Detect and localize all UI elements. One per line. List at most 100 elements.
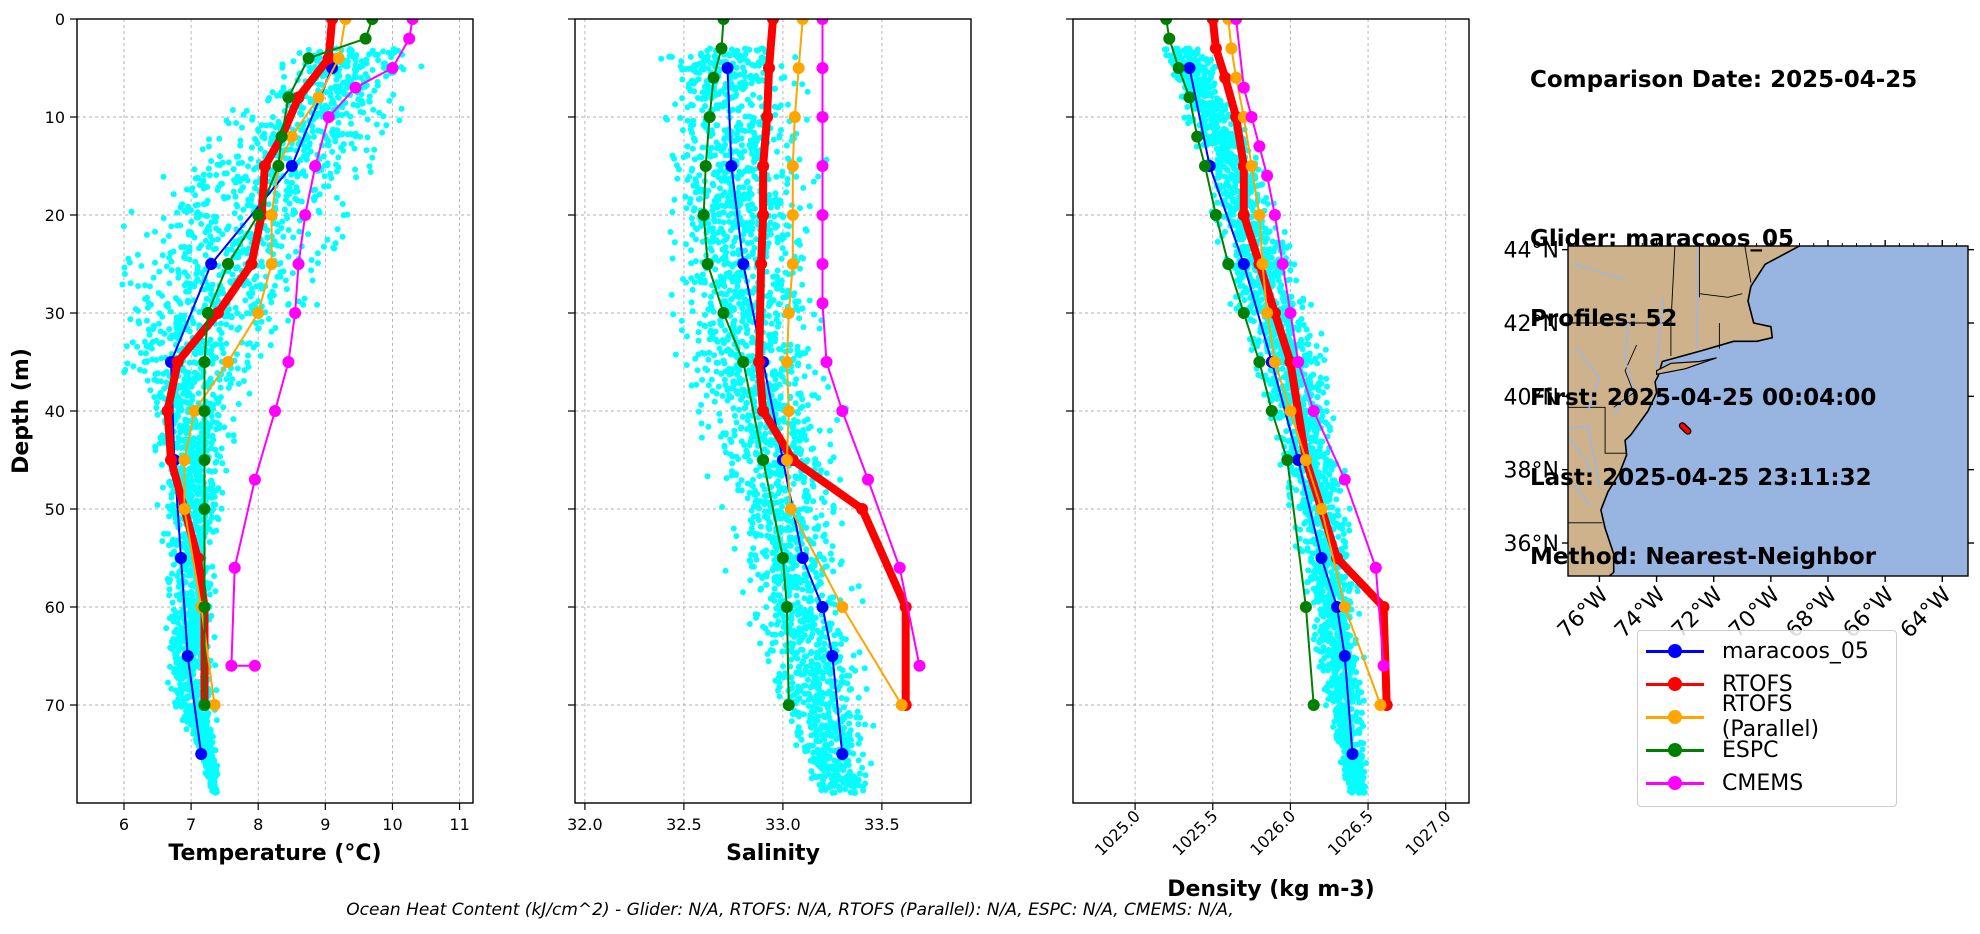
scatter-point	[778, 281, 785, 288]
scatter-point	[846, 686, 853, 693]
scatter-point	[804, 676, 811, 683]
scatter-point	[816, 781, 823, 788]
scatter-point	[778, 515, 784, 522]
scatter-point	[687, 53, 694, 60]
scatter-point	[284, 178, 290, 185]
data-point	[178, 503, 191, 515]
scatter-point	[195, 390, 202, 397]
scatter-point	[314, 301, 321, 308]
scatter-point	[775, 510, 782, 517]
scatter-point	[213, 717, 220, 724]
scatter-point	[298, 170, 305, 177]
scatter-point	[678, 327, 685, 334]
scatter-point	[769, 437, 776, 444]
scatter-point	[216, 135, 223, 142]
scatter-point	[747, 127, 754, 134]
scatter-point	[186, 244, 193, 251]
scatter-point	[121, 264, 128, 271]
scatter-point	[805, 587, 812, 594]
scatter-point	[244, 341, 251, 347]
scatter-point	[806, 297, 813, 304]
scatter-point	[309, 277, 316, 284]
scatter-point	[821, 556, 828, 563]
scatter-point	[211, 778, 218, 785]
data-point	[816, 111, 829, 123]
scatter-point	[284, 215, 291, 222]
scatter-point	[728, 187, 734, 194]
scatter-point	[768, 621, 775, 628]
scatter-point	[334, 226, 341, 233]
scatter-point	[695, 408, 702, 415]
scatter-point	[826, 714, 832, 721]
scatter-point	[792, 400, 799, 407]
scatter-point	[822, 767, 829, 774]
scatter-point	[689, 165, 696, 172]
scatter-point	[239, 124, 245, 131]
scatter-point	[800, 184, 807, 191]
scatter-point	[205, 583, 212, 590]
scatter-point	[702, 323, 708, 330]
scatter-point	[742, 342, 749, 349]
scatter-point	[806, 203, 813, 210]
scatter-point	[710, 106, 717, 113]
scatter-point	[204, 213, 211, 219]
data-point	[198, 601, 211, 613]
scatter-point	[689, 221, 696, 227]
scatter-point	[121, 271, 128, 277]
scatter-point	[837, 476, 844, 483]
scatter-point	[774, 204, 781, 210]
scatter-point	[800, 699, 807, 706]
scatter-point	[180, 381, 187, 388]
scatter-point	[292, 195, 299, 202]
scatter-point	[700, 56, 707, 63]
scatter-point	[234, 310, 241, 317]
scatter-point	[839, 716, 846, 723]
scatter-point	[204, 184, 211, 190]
scatter-point	[258, 258, 265, 265]
data-point	[786, 209, 799, 221]
scatter-point	[178, 426, 184, 433]
y-tick-label: 30	[45, 304, 65, 323]
scatter-point	[709, 333, 716, 340]
scatter-point	[746, 557, 753, 564]
scatter-point	[288, 188, 295, 195]
scatter-point	[738, 438, 745, 445]
scatter-point	[751, 397, 758, 404]
scatter-point	[144, 377, 151, 384]
scatter-point	[339, 112, 345, 118]
scatter-point	[838, 695, 845, 701]
scatter-point	[303, 144, 310, 150]
scatter-point	[736, 300, 743, 307]
scatter-point	[190, 375, 197, 382]
scatter-point	[707, 239, 713, 246]
scatter-point	[182, 416, 189, 423]
scatter-point	[219, 345, 226, 352]
series-line	[821, 19, 921, 666]
scatter-point	[179, 323, 185, 330]
scatter-point	[360, 109, 367, 116]
scatter-point	[798, 609, 805, 616]
scatter-point	[333, 161, 340, 168]
scatter-point	[812, 514, 819, 521]
scatter-point	[715, 257, 722, 264]
scatter-point	[794, 347, 801, 354]
scatter-point	[772, 639, 779, 646]
scatter-point	[217, 181, 224, 188]
scatter-point	[764, 492, 771, 499]
data-point	[757, 160, 770, 172]
scatter-point	[805, 402, 811, 409]
scatter-point	[728, 296, 735, 302]
scatter-point	[277, 92, 284, 99]
scatter-point	[733, 533, 740, 540]
data-point	[725, 160, 738, 172]
scatter-point	[730, 250, 736, 257]
scatter-point	[295, 298, 302, 305]
scatter-point	[826, 753, 833, 760]
scatter-point	[844, 776, 851, 783]
scatter-point	[233, 120, 240, 126]
scatter-point	[776, 471, 783, 478]
scatter-point	[186, 446, 193, 453]
scatter-point	[150, 274, 157, 281]
scatter-point	[257, 352, 264, 359]
